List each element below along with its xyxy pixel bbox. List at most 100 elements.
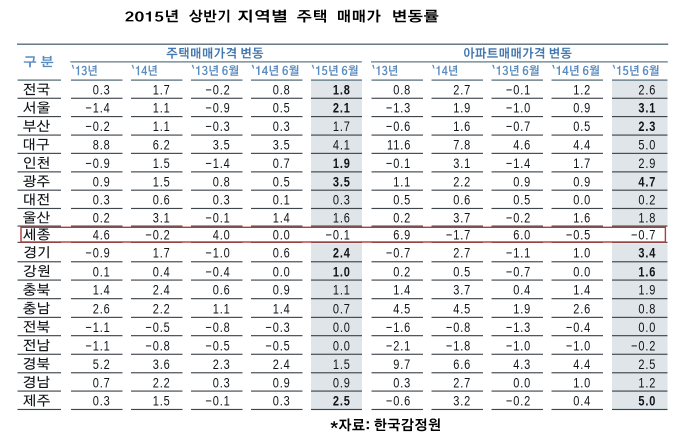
svg-text:−0.1: −0.1: [326, 227, 351, 243]
svg-text:0.9: 0.9: [273, 282, 291, 298]
svg-text:0.9: 0.9: [333, 375, 351, 391]
svg-text:0.3: 0.3: [93, 393, 111, 409]
svg-text:2.2: 2.2: [153, 301, 171, 317]
svg-text:8.8: 8.8: [93, 137, 111, 153]
svg-text:−0.2: −0.2: [85, 119, 110, 135]
svg-text:5.0: 5.0: [638, 137, 656, 153]
svg-text:−0.9: −0.9: [85, 156, 110, 172]
svg-text:5.2: 5.2: [93, 357, 111, 373]
svg-text:−0.3: −0.3: [265, 320, 290, 336]
svg-text:1.0: 1.0: [573, 375, 591, 391]
svg-text:3.4: 3.4: [638, 245, 656, 261]
svg-text:0.6: 0.6: [453, 192, 471, 208]
svg-text:0.9: 0.9: [573, 100, 591, 116]
svg-text:4.6: 4.6: [513, 137, 531, 153]
svg-text:2.4: 2.4: [333, 245, 351, 261]
svg-text:−1.0: −1.0: [205, 245, 230, 261]
svg-text:6.6: 6.6: [453, 357, 471, 373]
svg-text:0.7: 0.7: [273, 156, 291, 172]
svg-text:0.9: 0.9: [513, 174, 531, 190]
svg-text:−0.5: −0.5: [566, 227, 591, 243]
svg-text:4.5: 4.5: [453, 301, 471, 317]
svg-text:9.7: 9.7: [393, 357, 411, 373]
svg-text:−1.4: −1.4: [506, 156, 531, 172]
svg-text:3.2: 3.2: [453, 393, 471, 409]
svg-text:0.3: 0.3: [333, 192, 351, 208]
svg-text:0.8: 0.8: [273, 82, 291, 98]
svg-text:1.5: 1.5: [333, 357, 351, 373]
svg-text:0.3: 0.3: [213, 192, 231, 208]
svg-text:1.8: 1.8: [638, 210, 656, 226]
svg-text:−0.5: −0.5: [145, 320, 170, 336]
svg-text:1.4: 1.4: [93, 282, 111, 298]
svg-text:−0.4: −0.4: [566, 320, 591, 336]
svg-text:0.2: 0.2: [638, 192, 656, 208]
svg-text:−0.5: −0.5: [205, 338, 230, 354]
svg-text:−0.9: −0.9: [85, 245, 110, 261]
svg-text:0.3: 0.3: [213, 375, 231, 391]
svg-text:3.5: 3.5: [213, 137, 231, 153]
svg-text:4.6: 4.6: [93, 227, 111, 243]
svg-text:−1.4: −1.4: [205, 156, 230, 172]
svg-text:1.4: 1.4: [573, 282, 591, 298]
svg-text:0.7: 0.7: [93, 375, 111, 391]
svg-text:1.9: 1.9: [513, 301, 531, 317]
svg-text:0.0: 0.0: [573, 192, 591, 208]
svg-text:−0.2: −0.2: [506, 210, 531, 226]
svg-text:0.0: 0.0: [273, 227, 291, 243]
svg-text:1.6: 1.6: [333, 210, 351, 226]
svg-text:1.7: 1.7: [333, 119, 351, 135]
svg-text:0.4: 0.4: [513, 282, 531, 298]
svg-text:0.9: 0.9: [573, 174, 591, 190]
svg-text:0.5: 0.5: [573, 119, 591, 135]
svg-text:3.1: 3.1: [638, 100, 656, 116]
svg-text:4.5: 4.5: [393, 301, 411, 317]
svg-text:2.9: 2.9: [638, 156, 656, 172]
svg-text:1.1: 1.1: [153, 119, 171, 135]
svg-text:3.7: 3.7: [453, 282, 471, 298]
svg-text:−0.8: −0.8: [205, 320, 230, 336]
svg-text:1.1: 1.1: [153, 100, 171, 116]
svg-text:−0.1: −0.1: [386, 156, 411, 172]
svg-text:0.3: 0.3: [273, 119, 291, 135]
svg-text:1.4: 1.4: [273, 210, 291, 226]
svg-text:4.1: 4.1: [333, 137, 351, 153]
svg-text:6.0: 6.0: [513, 227, 531, 243]
svg-text:3.1: 3.1: [453, 156, 471, 172]
svg-text:−0.1: −0.1: [205, 210, 230, 226]
svg-text:−0.6: −0.6: [386, 119, 411, 135]
svg-text:0.0: 0.0: [333, 320, 351, 336]
svg-text:2.7: 2.7: [453, 245, 471, 261]
svg-text:−0.7: −0.7: [506, 264, 531, 280]
svg-text:1.9: 1.9: [453, 100, 471, 116]
svg-text:−0.2: −0.2: [631, 338, 656, 354]
svg-text:−0.3: −0.3: [205, 119, 230, 135]
svg-text:1.0: 1.0: [333, 264, 351, 280]
svg-text:0.1: 0.1: [93, 264, 111, 280]
svg-text:1.6: 1.6: [573, 210, 591, 226]
svg-text:0.3: 0.3: [93, 192, 111, 208]
svg-text:−0.9: −0.9: [205, 100, 230, 116]
svg-text:−0.8: −0.8: [446, 320, 471, 336]
svg-text:−1.0: −1.0: [566, 338, 591, 354]
svg-text:1.5: 1.5: [153, 156, 171, 172]
svg-text:7.8: 7.8: [453, 137, 471, 153]
svg-text:2.5: 2.5: [638, 357, 656, 373]
svg-text:−0.2: −0.2: [205, 82, 230, 98]
svg-text:3.5: 3.5: [273, 137, 291, 153]
svg-text:0.3: 0.3: [393, 375, 411, 391]
svg-text:2.6: 2.6: [93, 301, 111, 317]
svg-text:0.8: 0.8: [638, 301, 656, 317]
svg-text:6.9: 6.9: [393, 227, 411, 243]
svg-text:−0.6: −0.6: [386, 393, 411, 409]
svg-text:2.6: 2.6: [638, 82, 656, 98]
svg-text:2.2: 2.2: [453, 174, 471, 190]
svg-text:2.4: 2.4: [153, 282, 171, 298]
svg-text:2.3: 2.3: [213, 357, 231, 373]
svg-text:0.5: 0.5: [273, 100, 291, 116]
svg-text:0.5: 0.5: [393, 192, 411, 208]
svg-text:0.0: 0.0: [333, 338, 351, 354]
svg-text:−1.1: −1.1: [506, 245, 531, 261]
svg-text:−1.7: −1.7: [446, 227, 471, 243]
svg-text:−0.1: −0.1: [205, 393, 230, 409]
